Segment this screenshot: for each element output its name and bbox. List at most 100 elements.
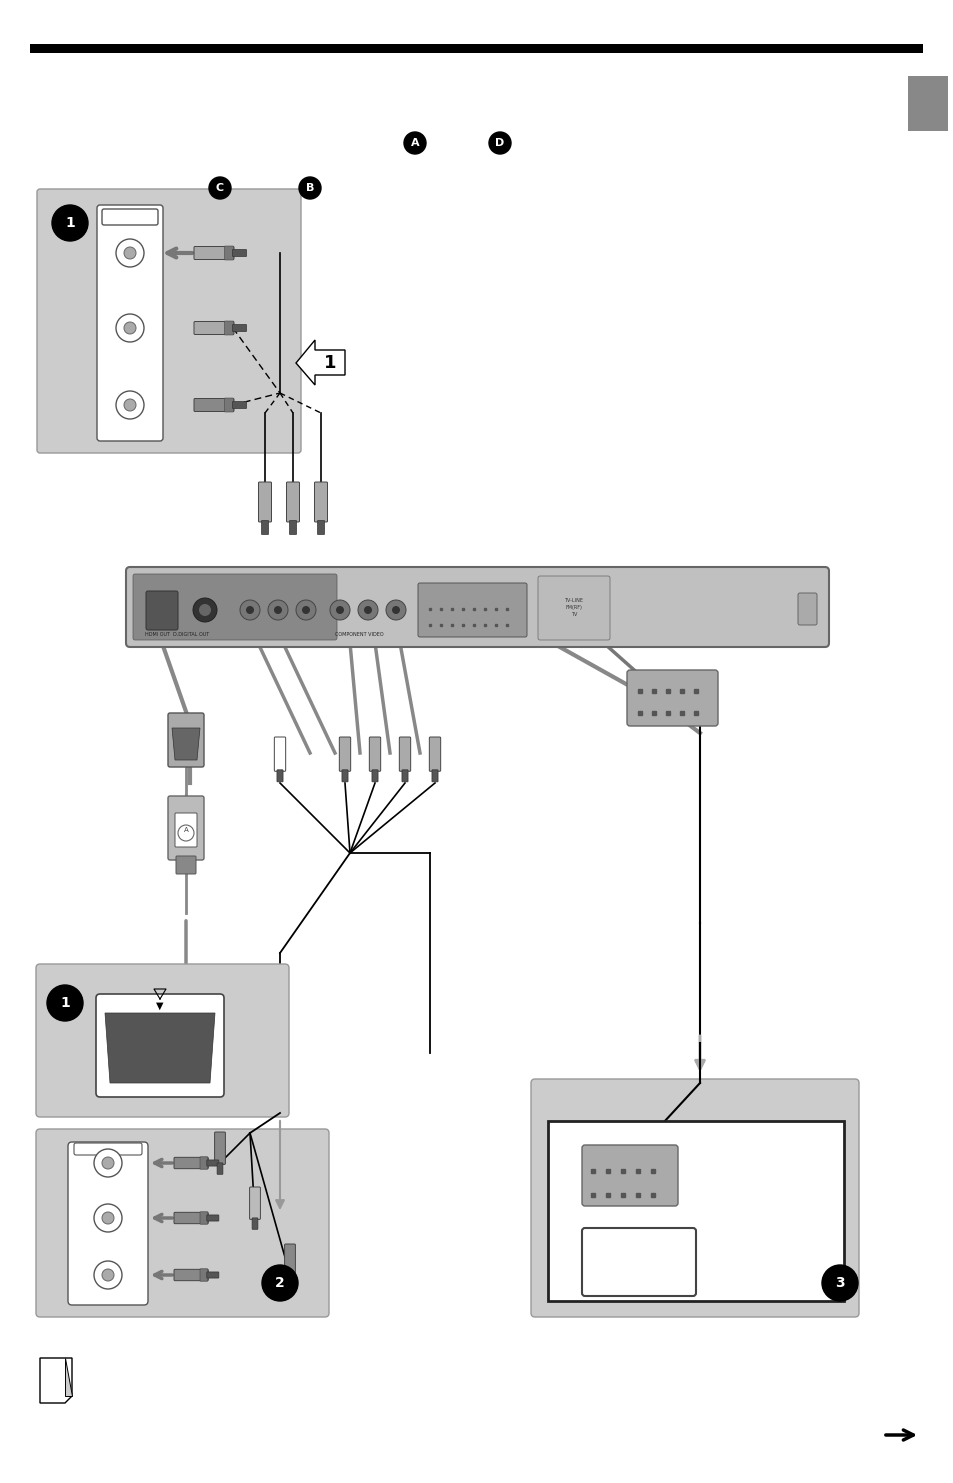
Circle shape bbox=[193, 598, 216, 621]
FancyBboxPatch shape bbox=[289, 521, 296, 534]
Text: 2: 2 bbox=[274, 1275, 285, 1290]
FancyBboxPatch shape bbox=[146, 592, 178, 630]
Circle shape bbox=[52, 205, 88, 242]
FancyBboxPatch shape bbox=[207, 1215, 218, 1221]
FancyBboxPatch shape bbox=[224, 397, 233, 412]
Bar bbox=[30, 44, 923, 53]
Circle shape bbox=[364, 607, 372, 614]
FancyBboxPatch shape bbox=[96, 994, 224, 1097]
Circle shape bbox=[268, 601, 288, 620]
FancyBboxPatch shape bbox=[369, 737, 380, 771]
FancyBboxPatch shape bbox=[314, 482, 327, 522]
Circle shape bbox=[295, 601, 315, 620]
FancyBboxPatch shape bbox=[429, 737, 440, 771]
FancyBboxPatch shape bbox=[286, 482, 299, 522]
Text: ▼: ▼ bbox=[156, 1001, 164, 1011]
FancyBboxPatch shape bbox=[287, 1275, 293, 1286]
Circle shape bbox=[124, 399, 136, 411]
FancyBboxPatch shape bbox=[258, 482, 272, 522]
Text: FM(RF): FM(RF) bbox=[565, 605, 582, 610]
FancyBboxPatch shape bbox=[207, 1160, 218, 1166]
FancyBboxPatch shape bbox=[233, 402, 246, 408]
FancyBboxPatch shape bbox=[317, 521, 324, 534]
FancyBboxPatch shape bbox=[102, 209, 158, 225]
FancyBboxPatch shape bbox=[193, 322, 233, 335]
Circle shape bbox=[209, 176, 231, 199]
Text: A: A bbox=[183, 828, 188, 833]
FancyBboxPatch shape bbox=[175, 856, 195, 873]
FancyBboxPatch shape bbox=[250, 1186, 260, 1219]
FancyBboxPatch shape bbox=[217, 1163, 223, 1175]
Circle shape bbox=[274, 607, 282, 614]
FancyBboxPatch shape bbox=[168, 796, 204, 860]
Text: 1: 1 bbox=[60, 997, 70, 1010]
Circle shape bbox=[94, 1149, 122, 1178]
FancyBboxPatch shape bbox=[37, 188, 301, 452]
Circle shape bbox=[116, 239, 144, 267]
Text: A: A bbox=[410, 138, 419, 148]
FancyBboxPatch shape bbox=[581, 1145, 678, 1206]
FancyBboxPatch shape bbox=[207, 1272, 218, 1278]
FancyBboxPatch shape bbox=[200, 1269, 208, 1281]
Circle shape bbox=[821, 1265, 857, 1301]
FancyBboxPatch shape bbox=[173, 1212, 208, 1223]
FancyBboxPatch shape bbox=[200, 1157, 208, 1169]
FancyBboxPatch shape bbox=[68, 1142, 148, 1305]
Polygon shape bbox=[172, 728, 200, 759]
Circle shape bbox=[489, 132, 511, 154]
Text: 1: 1 bbox=[323, 354, 335, 372]
FancyBboxPatch shape bbox=[274, 737, 285, 771]
FancyBboxPatch shape bbox=[432, 770, 437, 782]
FancyBboxPatch shape bbox=[233, 249, 246, 257]
FancyBboxPatch shape bbox=[261, 521, 268, 534]
Bar bbox=[547, 1121, 843, 1301]
Text: COMPONENT VIDEO: COMPONENT VIDEO bbox=[335, 632, 383, 638]
FancyBboxPatch shape bbox=[200, 1212, 208, 1223]
FancyBboxPatch shape bbox=[626, 670, 718, 727]
Circle shape bbox=[392, 607, 399, 614]
Circle shape bbox=[298, 176, 320, 199]
Circle shape bbox=[335, 607, 344, 614]
Text: TV: TV bbox=[570, 612, 577, 617]
Polygon shape bbox=[295, 340, 345, 386]
Text: HDMI OUT  D.DIGITAL OUT: HDMI OUT D.DIGITAL OUT bbox=[145, 632, 209, 638]
FancyBboxPatch shape bbox=[581, 1228, 696, 1296]
Text: B: B bbox=[306, 182, 314, 193]
Circle shape bbox=[246, 607, 253, 614]
Polygon shape bbox=[40, 1358, 71, 1403]
FancyBboxPatch shape bbox=[168, 713, 204, 767]
FancyBboxPatch shape bbox=[537, 575, 609, 641]
Polygon shape bbox=[65, 1358, 71, 1396]
Text: D: D bbox=[495, 138, 504, 148]
Circle shape bbox=[403, 132, 426, 154]
FancyBboxPatch shape bbox=[173, 1157, 208, 1169]
Circle shape bbox=[102, 1157, 113, 1169]
Circle shape bbox=[330, 601, 350, 620]
FancyBboxPatch shape bbox=[252, 1218, 257, 1229]
Circle shape bbox=[116, 392, 144, 420]
FancyBboxPatch shape bbox=[174, 813, 196, 847]
Circle shape bbox=[240, 601, 260, 620]
Circle shape bbox=[199, 604, 211, 615]
Text: TV-LINE: TV-LINE bbox=[564, 598, 583, 604]
Circle shape bbox=[262, 1265, 297, 1301]
FancyBboxPatch shape bbox=[417, 583, 526, 638]
FancyBboxPatch shape bbox=[74, 1143, 142, 1155]
Polygon shape bbox=[105, 1013, 214, 1083]
FancyBboxPatch shape bbox=[401, 770, 408, 782]
FancyBboxPatch shape bbox=[36, 964, 289, 1117]
FancyBboxPatch shape bbox=[224, 320, 233, 335]
FancyBboxPatch shape bbox=[193, 399, 233, 411]
FancyBboxPatch shape bbox=[531, 1080, 858, 1317]
Circle shape bbox=[124, 322, 136, 334]
FancyBboxPatch shape bbox=[173, 1269, 208, 1281]
FancyBboxPatch shape bbox=[797, 593, 816, 624]
Circle shape bbox=[124, 248, 136, 260]
Text: C: C bbox=[215, 182, 224, 193]
FancyBboxPatch shape bbox=[276, 770, 283, 782]
FancyBboxPatch shape bbox=[233, 325, 246, 332]
Circle shape bbox=[94, 1204, 122, 1232]
FancyBboxPatch shape bbox=[284, 1244, 295, 1277]
FancyBboxPatch shape bbox=[36, 1129, 329, 1317]
FancyBboxPatch shape bbox=[224, 246, 233, 260]
